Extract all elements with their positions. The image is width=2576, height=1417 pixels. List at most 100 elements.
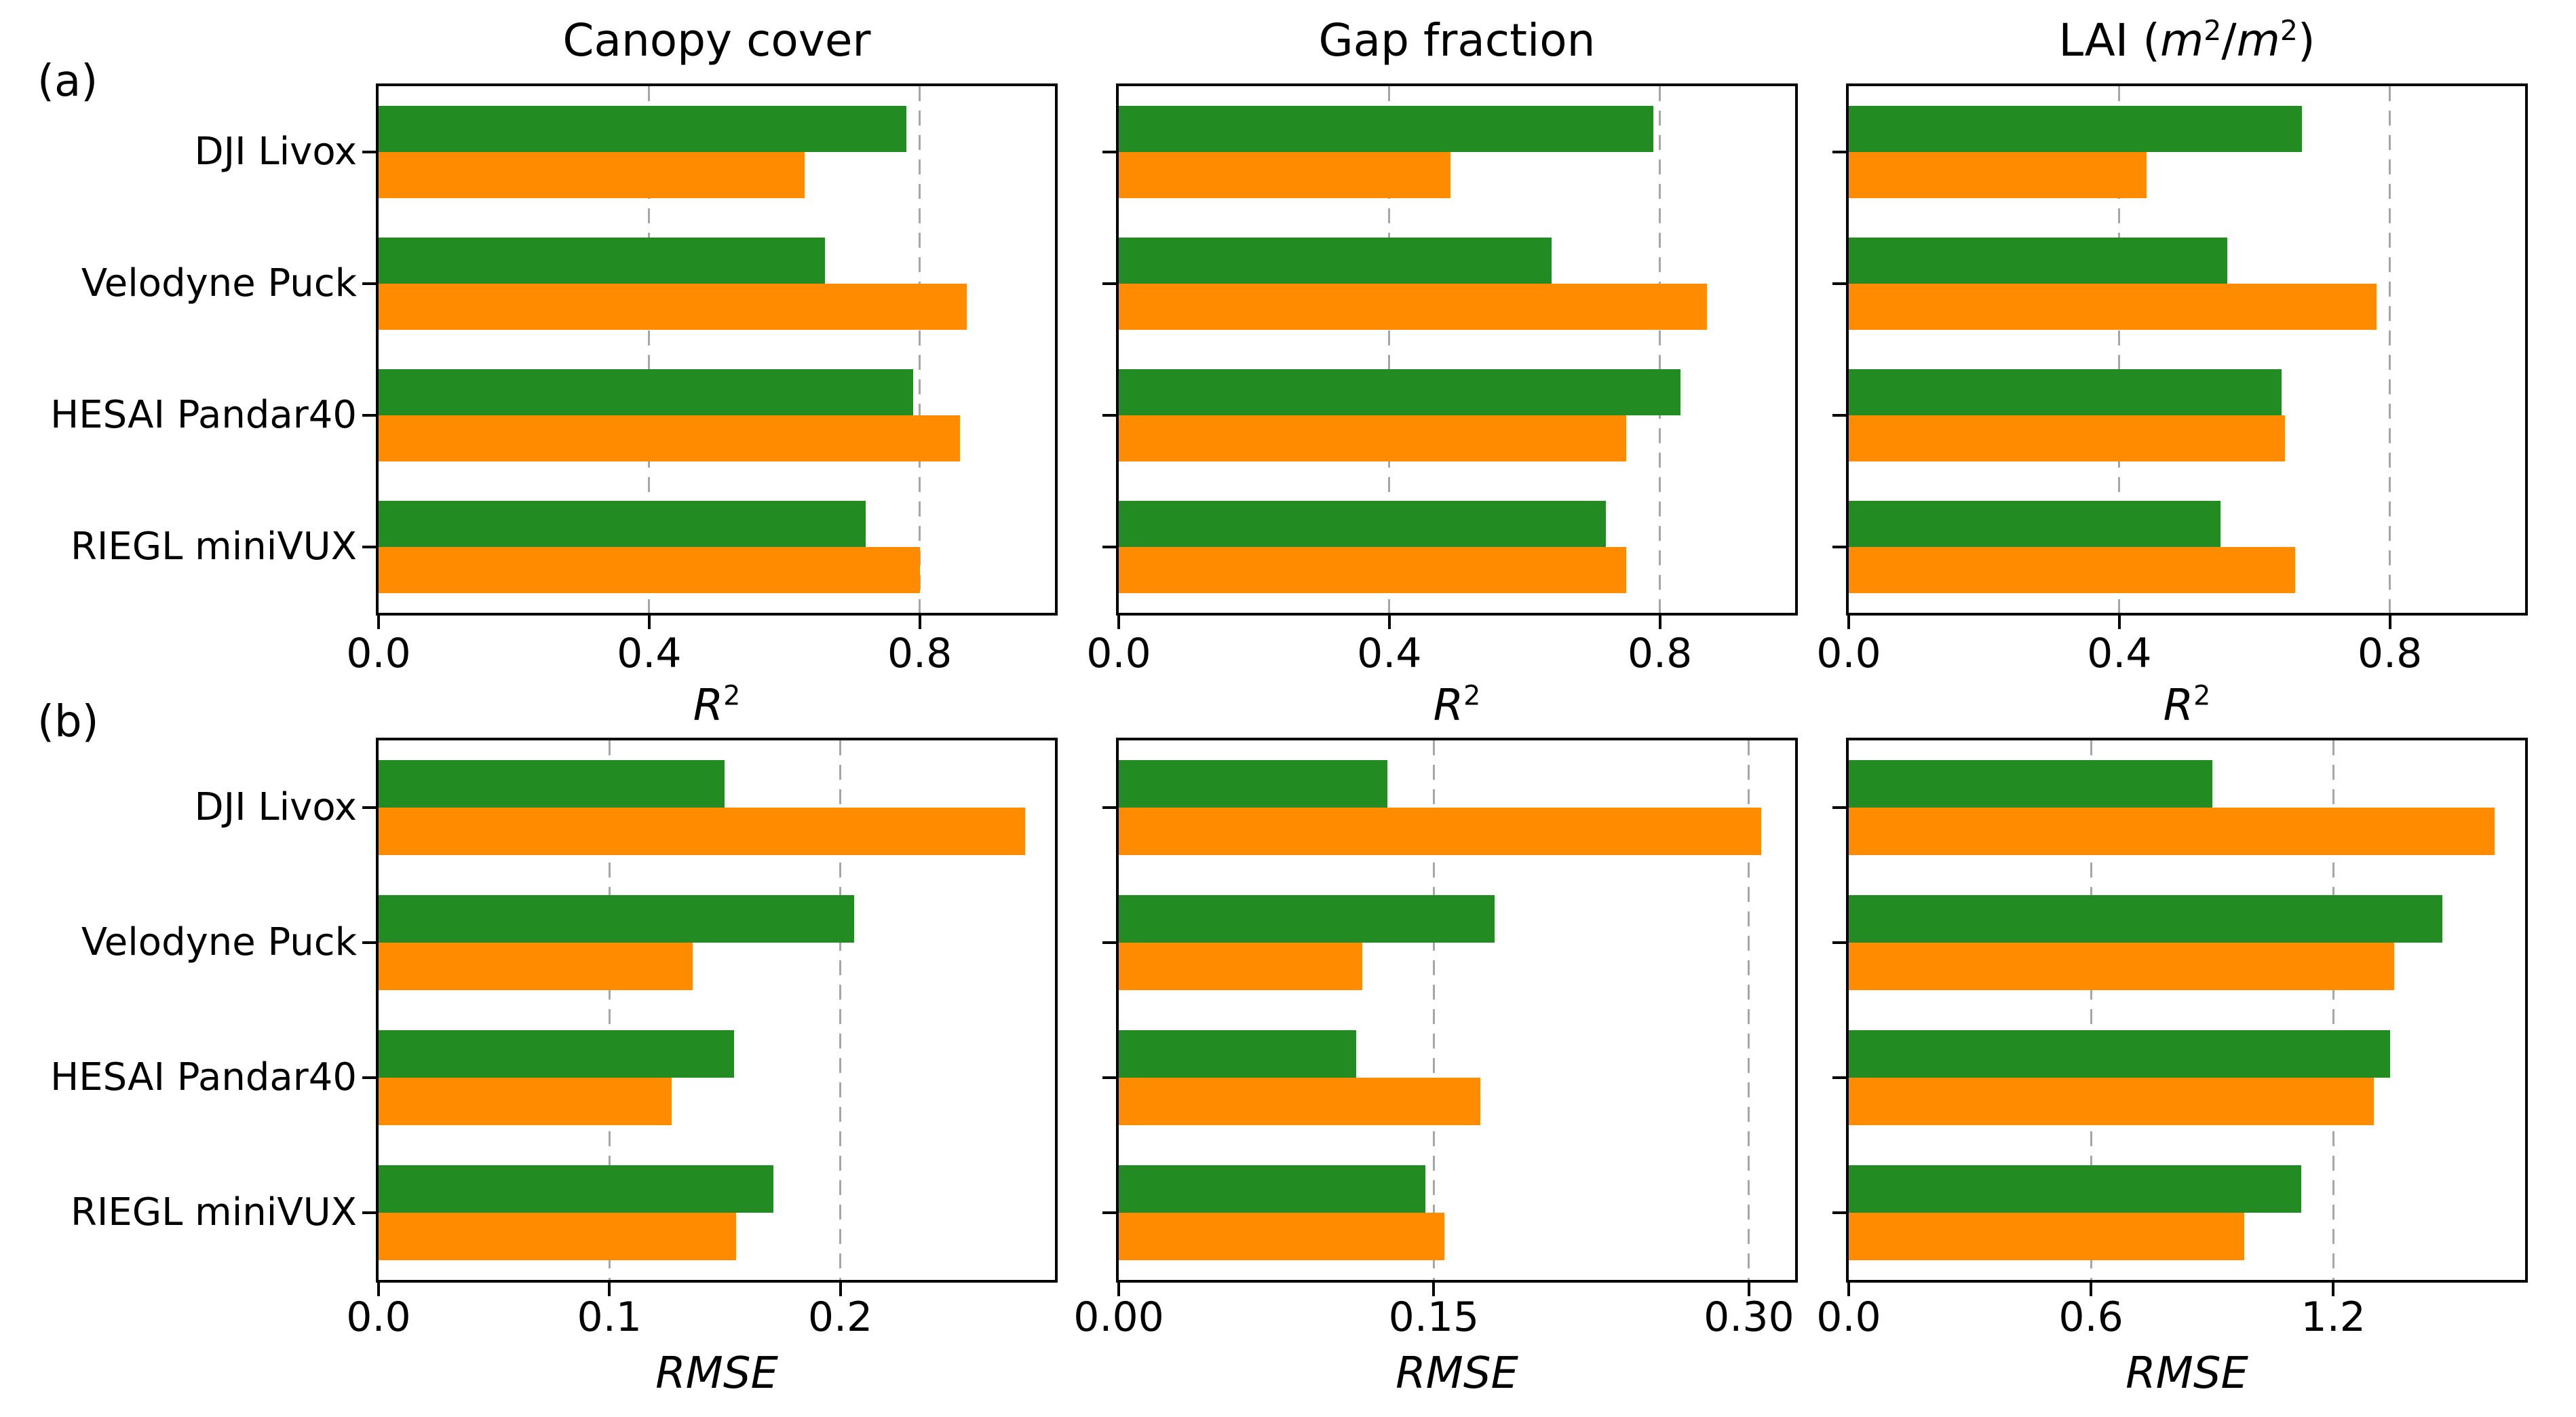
gridline-x-0.1 — [608, 740, 611, 1280]
bar-orange-velodyne-puck — [379, 284, 967, 330]
subplot-canopy-cover-rmse — [376, 738, 1058, 1283]
gridline-x-0.4 — [648, 86, 651, 613]
bar-orange-riegl-minivux — [1119, 547, 1626, 593]
y-tick-riegl-minivux — [1102, 546, 1116, 548]
y-tick-dji-livox — [1102, 806, 1116, 809]
bar-green-hesai-pandar40 — [1119, 369, 1680, 415]
bar-green-hesai-pandar40 — [1849, 1030, 2390, 1078]
bar-orange-velodyne-puck — [1119, 943, 1362, 990]
bar-orange-dji-livox — [1119, 152, 1450, 198]
y-tick-velodyne-puck — [1102, 282, 1116, 285]
bar-orange-dji-livox — [1849, 152, 2147, 198]
y-tick-dji-livox — [362, 151, 376, 153]
y-axis-label-dji-livox: DJI Livox — [194, 130, 357, 174]
bar-green-dji-livox — [379, 760, 725, 808]
y-tick-velodyne-puck — [362, 941, 376, 944]
x-tick-label-0.0: 0.0 — [1816, 630, 1881, 677]
x-tick-0.2 — [839, 1283, 842, 1296]
y-tick-velodyne-puck — [362, 282, 376, 285]
bar-orange-riegl-minivux — [379, 547, 920, 593]
x-tick-0.0 — [377, 616, 380, 629]
x-tick-label-0.15: 0.15 — [1388, 1293, 1480, 1341]
y-tick-velodyne-puck — [1102, 941, 1116, 944]
bar-orange-velodyne-puck — [1849, 284, 2377, 330]
bar-green-hesai-pandar40 — [1849, 369, 2282, 415]
x-tick-label-0.8: 0.8 — [2357, 630, 2423, 677]
y-axis-label-velodyne-puck: Velodyne Puck — [81, 261, 357, 305]
x-axis-label-gap-fraction-r2: R2 — [1433, 680, 1481, 731]
bar-orange-riegl-minivux — [379, 1213, 736, 1260]
y-tick-hesai-pandar40 — [362, 1076, 376, 1079]
y-axis-label-velodyne-puck: Velodyne Puck — [81, 920, 357, 964]
x-tick-0.8 — [2388, 616, 2391, 629]
x-tick-0.0 — [1117, 616, 1120, 629]
bar-orange-hesai-pandar40 — [1849, 415, 2285, 461]
x-axis-label-lai-r2: R2 — [2163, 680, 2211, 731]
bar-green-dji-livox — [1849, 760, 2212, 808]
bar-green-riegl-minivux — [1849, 1165, 2301, 1213]
x-tick-0.6 — [2090, 1283, 2093, 1296]
bar-orange-hesai-pandar40 — [1119, 415, 1626, 461]
bar-orange-dji-livox — [379, 808, 1025, 855]
x-tick-label-0.4: 0.4 — [617, 630, 682, 677]
x-tick-label-0.30: 0.30 — [1704, 1293, 1794, 1341]
bar-green-riegl-minivux — [1849, 501, 2221, 547]
x-tick-0.00 — [1117, 1283, 1120, 1296]
bar-green-velodyne-puck — [1849, 238, 2227, 284]
x-tick-label-0.1: 0.1 — [577, 1293, 642, 1341]
x-tick-label-0.00: 0.00 — [1073, 1293, 1164, 1341]
x-tick-0.0 — [1847, 616, 1850, 629]
x-tick-label-0.6: 0.6 — [2058, 1293, 2123, 1341]
gridline-x-0.2 — [839, 740, 842, 1280]
bar-orange-velodyne-puck — [1119, 284, 1707, 330]
y-tick-hesai-pandar40 — [1102, 1076, 1116, 1079]
x-tick-0.4 — [1387, 616, 1391, 629]
gridline-x-1.2 — [2332, 740, 2334, 1280]
y-tick-riegl-minivux — [1832, 1211, 1846, 1214]
x-axis-label-canopy-cover-rmse: RMSE — [655, 1348, 778, 1399]
y-tick-dji-livox — [1102, 151, 1116, 153]
x-tick-0.30 — [1747, 1283, 1750, 1296]
subplot-lai-rmse — [1846, 738, 2528, 1283]
bar-orange-hesai-pandar40 — [379, 415, 960, 461]
panel-label-b: (b) — [37, 697, 99, 747]
bar-green-hesai-pandar40 — [379, 369, 913, 415]
bar-green-dji-livox — [1119, 760, 1387, 808]
x-tick-0.4 — [2117, 616, 2121, 629]
x-tick-label-0.4: 0.4 — [1357, 630, 1422, 677]
bar-orange-velodyne-puck — [1849, 943, 2394, 990]
subplot-title-lai-r2: LAI (m2/m2) — [2058, 14, 2315, 67]
x-tick-label-0.0: 0.0 — [1086, 630, 1151, 677]
x-tick-label-0.0: 0.0 — [1816, 1293, 1881, 1341]
subplot-lai-r2 — [1846, 83, 2528, 616]
x-tick-0.4 — [647, 616, 651, 629]
bar-green-dji-livox — [379, 106, 906, 152]
x-tick-0.8 — [918, 616, 921, 629]
bar-orange-riegl-minivux — [1119, 1213, 1444, 1260]
bar-green-hesai-pandar40 — [1119, 1030, 1356, 1078]
x-tick-label-0.4: 0.4 — [2087, 630, 2152, 677]
subplot-canopy-cover-r2 — [376, 83, 1058, 616]
x-tick-1.2 — [2332, 1283, 2335, 1296]
bar-green-dji-livox — [1119, 106, 1653, 152]
y-axis-label-hesai-pandar40: HESAI Pandar40 — [50, 1055, 357, 1099]
y-tick-riegl-minivux — [1832, 546, 1846, 548]
x-tick-label-0.8: 0.8 — [887, 630, 953, 677]
bar-orange-riegl-minivux — [1849, 547, 2295, 593]
bar-green-riegl-minivux — [1119, 501, 1606, 547]
bar-orange-hesai-pandar40 — [379, 1078, 672, 1125]
y-axis-label-riegl-minivux: RIEGL miniVUX — [70, 525, 357, 569]
y-tick-riegl-minivux — [362, 546, 376, 548]
gridline-x-0.8 — [2389, 86, 2391, 613]
bar-green-riegl-minivux — [379, 1165, 773, 1213]
y-tick-hesai-pandar40 — [362, 414, 376, 417]
y-tick-dji-livox — [1832, 151, 1846, 153]
subplot-title-canopy-cover-r2: Canopy cover — [562, 14, 871, 67]
x-tick-0.0 — [1847, 1283, 1850, 1296]
x-tick-label-0.0: 0.0 — [346, 630, 411, 677]
y-tick-hesai-pandar40 — [1102, 414, 1116, 417]
gridline-x-0.4 — [2118, 86, 2121, 613]
x-tick-0.8 — [1658, 616, 1661, 629]
y-axis-label-riegl-minivux: RIEGL miniVUX — [70, 1190, 357, 1234]
